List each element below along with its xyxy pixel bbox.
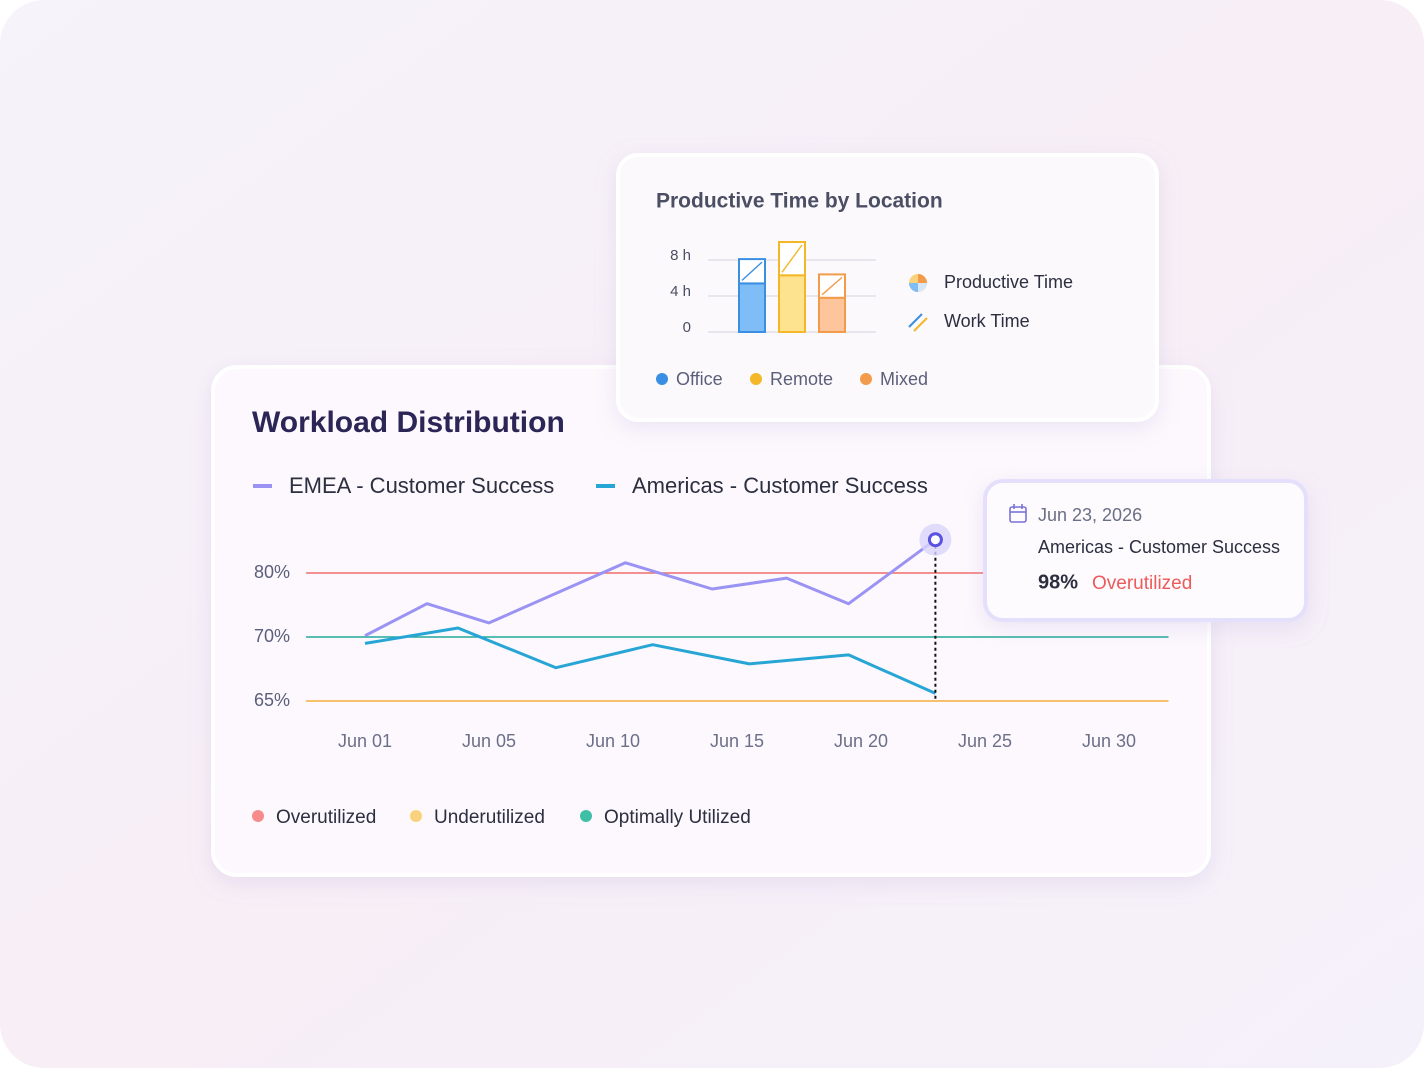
hatch xyxy=(741,261,763,281)
hatch xyxy=(821,276,843,296)
bar-title: Productive Time by Location xyxy=(656,190,943,213)
y-tick-label: 80% xyxy=(254,562,290,582)
tooltip-status: Overutilized xyxy=(1092,573,1192,594)
category-dot xyxy=(750,373,762,385)
bar-segment xyxy=(818,296,846,333)
series-line xyxy=(364,626,937,695)
category-dot xyxy=(860,373,872,385)
status-label: Optimally Utilized xyxy=(604,807,751,828)
status-label: Underutilized xyxy=(434,807,545,828)
hatch xyxy=(781,244,803,273)
x-tick-label: Jun 20 xyxy=(834,731,888,751)
series-legend-label: Productive Time xyxy=(944,272,1073,292)
work-time-icon xyxy=(908,313,928,332)
bar-segment xyxy=(738,282,766,333)
x-tick-label: Jun 25 xyxy=(958,731,1012,751)
y-tick-label: 8 h xyxy=(670,247,691,264)
legend-label: EMEA - Customer Success xyxy=(289,473,554,498)
line-chart: 65% 70% 80% Jun 01 Jun 05 Jun 10 Jun 15 Jun 20 J… xyxy=(252,473,1169,828)
calendar-icon xyxy=(1009,504,1027,523)
productive-icon xyxy=(909,274,927,292)
y-tick-label: 70% xyxy=(254,626,290,646)
x-tick-label: Jun 15 xyxy=(710,731,764,751)
x-tick-label: Jun 10 xyxy=(586,731,640,751)
highlight-point xyxy=(927,532,943,548)
tooltip xyxy=(983,479,1308,622)
status-dot xyxy=(252,810,264,822)
series-line xyxy=(364,538,937,638)
y-tick-label: 0 xyxy=(683,319,691,336)
y-tick-label: 4 h xyxy=(670,283,691,300)
tooltip-value: 98% xyxy=(1038,571,1078,593)
x-tick-label: Jun 30 xyxy=(1082,731,1136,751)
category-dot xyxy=(656,373,668,385)
category-label: Mixed xyxy=(880,369,928,389)
line-title: Workload Distribution xyxy=(252,406,565,439)
status-dot xyxy=(580,810,592,822)
x-tick-label: Jun 05 xyxy=(462,731,516,751)
productive-card xyxy=(616,153,1159,422)
status-dot xyxy=(410,810,422,822)
bar-segment xyxy=(778,274,806,333)
tooltip-series: Americas - Customer Success xyxy=(1038,537,1280,557)
category-label: Remote xyxy=(770,369,833,389)
tooltip-date: Jun 23, 2026 xyxy=(1038,505,1142,525)
y-tick-label: 65% xyxy=(254,690,290,710)
legend-label: Americas - Customer Success xyxy=(632,473,928,498)
x-tick-label: Jun 01 xyxy=(338,731,392,751)
category-label: Office xyxy=(676,369,723,389)
bar-chart: 0 4 h 8 h Productive Time Work Time Office Rem… xyxy=(656,241,1073,389)
status-label: Overutilized xyxy=(276,807,376,828)
series-legend-label: Work Time xyxy=(944,311,1030,331)
